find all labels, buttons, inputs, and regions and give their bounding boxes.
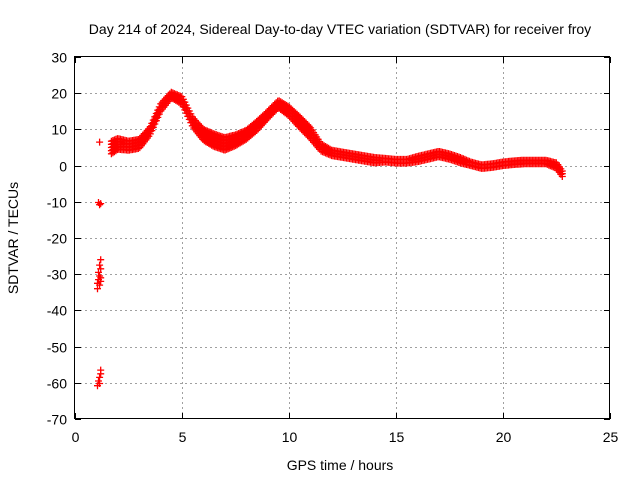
- data-point: [182, 101, 190, 109]
- x-tick-label: 15: [389, 429, 405, 445]
- y-tick-label: -20: [47, 231, 67, 247]
- data-point: [298, 115, 306, 123]
- x-tick-label: 25: [603, 429, 619, 445]
- x-axis-label: GPS time / hours: [287, 457, 394, 473]
- data-point: [465, 157, 473, 165]
- data-point: [296, 113, 304, 121]
- y-axis-label: SDTVAR / TECUs: [5, 182, 21, 294]
- y-tick-label: 20: [51, 86, 67, 102]
- data-point: [96, 373, 104, 381]
- data-point: [558, 167, 566, 175]
- data-point: [97, 256, 105, 264]
- y-tick-label: 10: [51, 122, 67, 138]
- x-tick-label: 20: [496, 429, 512, 445]
- data-point: [95, 268, 102, 276]
- data-point: [302, 119, 310, 127]
- data-point: [96, 281, 104, 289]
- data-point: [295, 112, 303, 120]
- plot-frame: [74, 56, 610, 419]
- data-points: [94, 88, 566, 390]
- y-tick-label: 30: [51, 50, 67, 66]
- y-tick-label: -60: [47, 376, 67, 392]
- data-point: [96, 272, 104, 280]
- data-point: [304, 121, 312, 129]
- data-point: [305, 122, 313, 130]
- x-tick-label: 0: [72, 429, 80, 445]
- data-point: [326, 145, 334, 153]
- data-point: [299, 116, 307, 124]
- axis-ticks: -70 -60 -50 -40 -30 -20 -10 0 10 20 30 0 5 10 15 20 25: [47, 50, 619, 446]
- data-point: [301, 118, 309, 126]
- y-tick-label: -30: [47, 267, 67, 283]
- data-point: [194, 120, 202, 128]
- data-point: [97, 370, 105, 378]
- y-tick-label: -70: [47, 412, 67, 428]
- data-point: [94, 382, 101, 390]
- y-tick-label: -10: [47, 195, 67, 211]
- chart-title: Day 214 of 2024, Sidereal Day-to-day VTE…: [89, 21, 591, 37]
- data-point: [96, 138, 104, 146]
- grid-lines: [75, 57, 610, 419]
- data-point: [97, 200, 105, 208]
- data-point: [97, 265, 105, 273]
- data-point: [173, 91, 181, 99]
- data-point: [169, 89, 177, 97]
- data-point: [191, 117, 199, 124]
- data-point: [94, 285, 101, 293]
- data-point: [196, 121, 204, 129]
- x-tick-label: 5: [179, 429, 187, 445]
- data-point: [96, 261, 104, 269]
- x-tick-label: 10: [282, 429, 298, 445]
- data-point: [456, 154, 464, 161]
- data-point: [208, 129, 216, 137]
- data-point: [96, 201, 104, 209]
- y-tick-label: -50: [47, 340, 67, 356]
- y-tick-label: 0: [59, 159, 67, 175]
- y-tick-label: -40: [47, 303, 67, 319]
